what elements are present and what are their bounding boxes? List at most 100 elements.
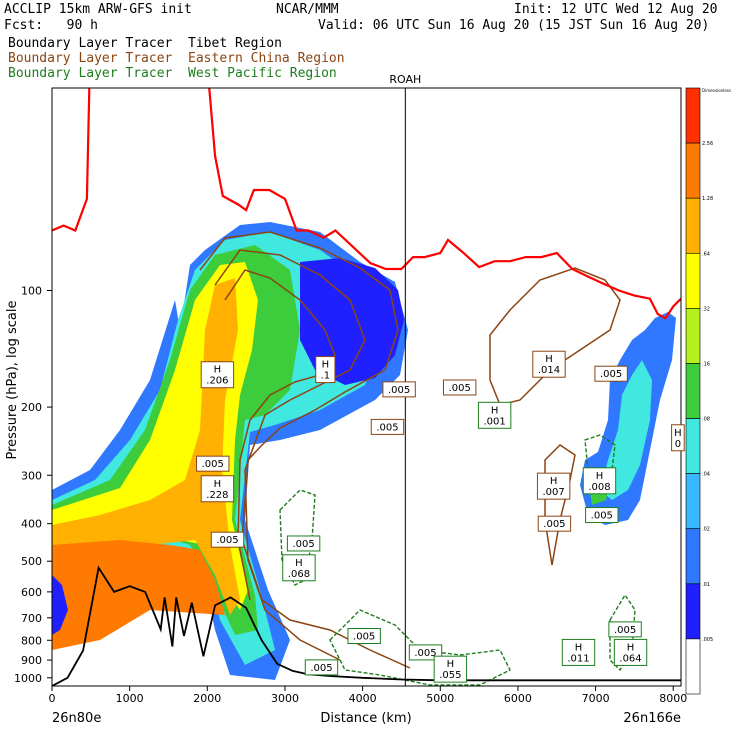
contour-label-box	[594, 365, 628, 382]
contour-label-box	[561, 638, 596, 666]
x-tick-label: 7000	[582, 692, 610, 705]
contour-label-text: H	[674, 428, 682, 439]
contour-label-text: .1	[321, 371, 331, 382]
contour-label-box	[200, 361, 235, 389]
x-tick-label: 1000	[116, 692, 144, 705]
colorbar-swatch	[685, 528, 701, 585]
y-tick-label: 700	[21, 612, 42, 625]
colorbar-swatch	[685, 308, 701, 364]
x-tick-label: 5000	[426, 692, 454, 705]
contour-label-box	[532, 350, 566, 378]
contour-label-box	[671, 424, 685, 452]
contour-label-text: H	[550, 476, 558, 487]
contour-value-label: .005	[537, 515, 572, 532]
contour-label-text: .005	[388, 385, 410, 396]
y-tick-label: 600	[21, 586, 42, 599]
colorbar-level-label: .08	[702, 417, 710, 423]
contour-label-text: .011	[567, 653, 589, 664]
contour-value-label: H.001	[477, 401, 512, 429]
contour-label-box	[315, 356, 336, 384]
contour-value-label: H.008	[582, 467, 617, 495]
colorbar-swatch	[685, 252, 701, 309]
contour-label-box	[585, 507, 619, 524]
contour-label-text: .005	[449, 383, 471, 394]
colorbar-level-label: .04	[702, 472, 710, 478]
contour-label-text: H	[575, 642, 583, 653]
contour-label-text: H	[596, 471, 604, 482]
roah-marker-label: ROAH	[389, 73, 421, 86]
contour-label-text: H	[447, 659, 455, 670]
end-location-label: 26n166e	[623, 711, 681, 726]
contour-label-text: .001	[483, 416, 505, 427]
x-tick-label: 6000	[504, 692, 532, 705]
contour-label-text: .008	[588, 482, 610, 493]
contour-value-label: .005	[594, 365, 628, 382]
contour-value-label: .005	[608, 621, 642, 638]
contour-label-box	[536, 472, 571, 500]
y-axis-label: Pressure (hPa), log scale	[5, 301, 20, 460]
tropopause-line	[52, 88, 681, 320]
contour-label-text: H	[545, 354, 553, 365]
y-tick-label: 300	[21, 469, 42, 482]
colorbar-level-label: .32	[702, 306, 710, 312]
contour-label-box	[382, 381, 416, 398]
y-tick-label: 500	[21, 555, 42, 568]
tracer-field-orange	[52, 278, 240, 615]
contour-label-box	[608, 621, 642, 638]
x-tick-label: 0	[49, 692, 56, 705]
tracer-field-low-blue	[52, 575, 68, 635]
contour-label-box	[537, 515, 572, 532]
contour-label-text: .005	[591, 511, 613, 522]
start-location-label: 26n80e	[52, 711, 101, 726]
contour-label-box	[286, 535, 321, 552]
contour-value-label: .005	[304, 659, 339, 676]
colorbar-swatch	[685, 638, 701, 695]
contour-label-box	[200, 475, 235, 503]
contour-label-box	[582, 467, 617, 495]
china-contour-east-1	[489, 267, 621, 406]
contour-label-box	[433, 655, 468, 683]
x-tick-label: 8000	[659, 692, 687, 705]
header-line1-left: ACCLIP 15km ARW-GFS init	[4, 2, 192, 17]
colorbar-swatch	[685, 363, 701, 419]
contour-value-label: H.014	[532, 350, 566, 378]
contour-label-text: H	[214, 479, 222, 490]
contour-label-text: .005	[614, 625, 636, 636]
contour-value-label: .005	[210, 531, 245, 548]
contour-label-box	[347, 628, 381, 645]
legend-tibet: Boundary Layer Tracer Tibet Region	[8, 36, 282, 51]
contour-value-label: .005	[347, 628, 381, 645]
y-tick-label: 100	[21, 285, 42, 298]
contour-value-label: H.055	[433, 655, 468, 683]
contour-label-text: .005	[600, 369, 622, 380]
x-tick-label: 3000	[271, 692, 299, 705]
contour-label-text: .005	[376, 422, 398, 433]
contour-value-label: .005	[370, 418, 405, 435]
contour-label-text: .068	[288, 569, 310, 580]
china-contour-inner	[214, 249, 366, 661]
contour-value-label: H.007	[536, 472, 571, 500]
china-contour-outer	[199, 231, 411, 669]
colorbar-units-label: Dimensionless	[702, 88, 731, 93]
header-line1-mid: NCAR/MMM	[276, 2, 339, 17]
contour-value-label: H0	[671, 424, 685, 452]
pacific-contour-2	[329, 609, 511, 686]
contour-label-text: H	[491, 405, 499, 416]
legend-west-pacific: Boundary Layer Tracer West Pacific Regio…	[8, 66, 337, 81]
colorbar-level-label: .005	[702, 637, 713, 643]
y-tick-label: 200	[21, 401, 42, 414]
contour-label-text: .007	[543, 487, 565, 498]
contour-label-text: H	[295, 558, 303, 569]
contour-label-text: .005	[216, 535, 238, 546]
tracer-fill-field	[52, 222, 676, 680]
contour-label-text: .055	[439, 670, 461, 681]
colorbar-level-label: .64	[702, 251, 710, 257]
contour-value-label: .005	[408, 644, 443, 661]
colorbar-level-label: .02	[702, 527, 710, 533]
contour-label-box	[304, 659, 339, 676]
contour-value-label: .005	[442, 379, 477, 396]
tracer-field-blue-upper	[300, 258, 404, 385]
contour-value-label: .005	[286, 535, 321, 552]
contour-label-text: H	[322, 360, 330, 371]
plot-frame	[51, 87, 682, 687]
